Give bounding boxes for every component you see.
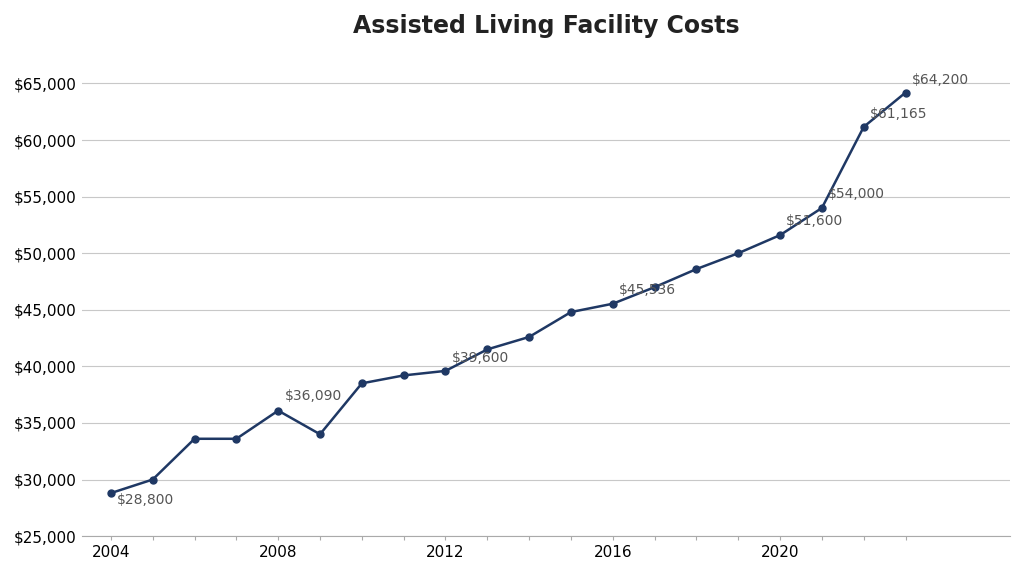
Text: $39,600: $39,600 — [452, 351, 509, 365]
Text: $61,165: $61,165 — [870, 107, 928, 121]
Text: $51,600: $51,600 — [786, 214, 844, 228]
Text: $28,800: $28,800 — [117, 492, 174, 507]
Title: Assisted Living Facility Costs: Assisted Living Facility Costs — [352, 14, 739, 38]
Text: $45,536: $45,536 — [620, 283, 676, 297]
Text: $54,000: $54,000 — [828, 187, 885, 201]
Text: $36,090: $36,090 — [285, 389, 342, 403]
Text: $64,200: $64,200 — [911, 73, 969, 87]
